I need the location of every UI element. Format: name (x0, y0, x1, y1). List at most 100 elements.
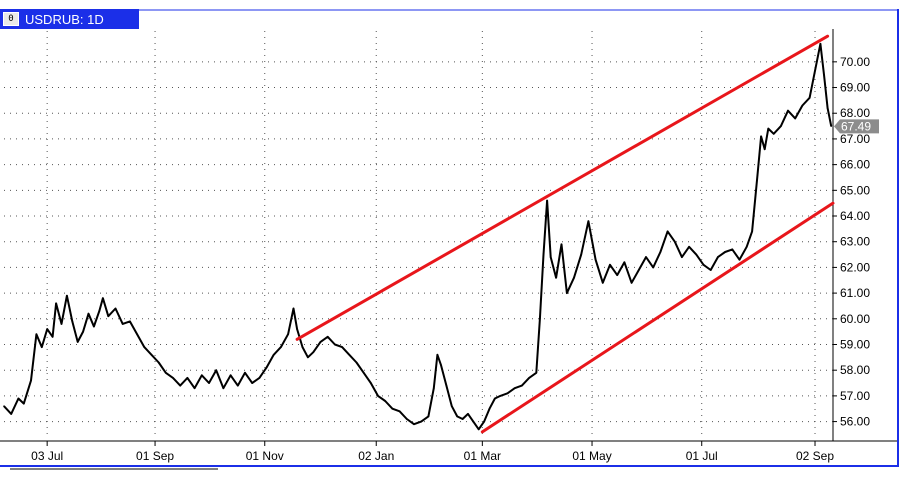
axes (0, 9, 899, 470)
price-point (143, 346, 146, 348)
price-point (751, 230, 753, 233)
price-point (377, 395, 379, 397)
price-point (587, 220, 590, 222)
price-point (816, 61, 818, 63)
channel-trendline (295, 34, 830, 341)
y-tick-label: 58.00 (840, 363, 870, 377)
price-point (602, 282, 604, 284)
x-tick-label: 01 Nov (246, 449, 284, 463)
x-tick-label: 02 Sep (796, 449, 834, 463)
price-point (301, 346, 304, 348)
y-tick-label: 70.00 (840, 55, 870, 69)
price-point (717, 256, 719, 258)
grid (4, 31, 833, 437)
price-point (794, 117, 796, 120)
price-point (488, 407, 491, 410)
price-point (549, 256, 552, 258)
price-point (645, 256, 647, 258)
price-point (472, 420, 475, 423)
price-point (406, 418, 408, 420)
price-point (539, 318, 541, 320)
price-point (681, 256, 683, 258)
y-tick-label: 60.00 (840, 312, 870, 326)
window-menu-glyph: 0 (8, 14, 14, 24)
price-point (702, 264, 705, 266)
price-point (3, 405, 5, 408)
price-point (46, 328, 48, 330)
price-point (826, 107, 829, 109)
price-point (208, 382, 210, 384)
price-point (674, 240, 676, 243)
price-point (384, 400, 387, 402)
y-tick-label: 65.00 (840, 183, 870, 197)
y-axis-ticks: 56.00 57.00 58.00 59.00 60.00 61.00 62.00 63.00… (833, 55, 870, 429)
chart-title-bar[interactable]: 0 USDRUB: 1D (0, 9, 139, 29)
price-point (659, 251, 662, 253)
price-point (287, 333, 289, 336)
price-point (772, 133, 775, 135)
price-point (280, 346, 282, 348)
price-point (638, 269, 640, 271)
price-point (623, 261, 626, 264)
price-point (51, 336, 54, 338)
y-tick-label: 57.00 (840, 389, 870, 403)
price-point (172, 377, 174, 379)
y-tick-label: 59.00 (840, 337, 870, 351)
price-point (440, 364, 442, 366)
y-tick-label: 68.00 (840, 106, 870, 120)
price-point (756, 174, 759, 176)
price-point (745, 246, 748, 248)
series-layer (3, 42, 833, 431)
price-point (60, 323, 63, 325)
price-point (609, 264, 611, 266)
price-point (307, 356, 309, 359)
price-point (107, 315, 110, 318)
y-tick-label: 64.00 (840, 209, 870, 223)
price-point (76, 341, 79, 343)
price-point (17, 397, 20, 400)
price-point (451, 405, 453, 408)
y-tick-label: 66.00 (840, 158, 870, 172)
price-point (215, 369, 217, 372)
price-point (193, 387, 196, 390)
price-point (580, 253, 582, 256)
price-point (573, 276, 575, 279)
price-point (456, 415, 459, 418)
price-point (121, 323, 124, 325)
price-point (391, 407, 394, 410)
price-point (150, 354, 153, 356)
x-axis-ticks: 03 Jul 01 Sep 01 Nov 02 Jan 01 Mar 01 May 01 J… (31, 441, 834, 463)
price-point (542, 253, 545, 256)
price-point (229, 374, 232, 377)
price-point (23, 402, 25, 405)
x-tick-label: 01 Jul (686, 449, 718, 463)
price-point (296, 328, 298, 330)
price-point (222, 387, 225, 390)
price-point (326, 336, 329, 338)
last-price-tag-shape (834, 119, 879, 134)
y-tick-label: 63.00 (840, 235, 870, 249)
price-point (467, 413, 469, 415)
price-point (362, 372, 365, 374)
price-point (427, 415, 430, 418)
price-point (787, 109, 789, 112)
price-point (93, 325, 95, 328)
price-point (251, 382, 253, 384)
price-point (265, 366, 268, 369)
price-point (398, 410, 401, 413)
price-point (157, 361, 160, 364)
x-tick-label: 03 Jul (31, 449, 63, 463)
window-menu-icon[interactable]: 0 (3, 12, 19, 26)
price-point (319, 341, 322, 343)
x-tick-label: 02 Jan (358, 449, 394, 463)
last-price-label: 67.49 (841, 119, 871, 133)
x-tick-label: 01 Sep (136, 449, 174, 463)
price-point (445, 384, 448, 387)
price-point (483, 420, 485, 423)
price-point (114, 307, 117, 310)
price-point (555, 276, 557, 279)
price-point (535, 372, 538, 374)
price-point (738, 258, 741, 261)
